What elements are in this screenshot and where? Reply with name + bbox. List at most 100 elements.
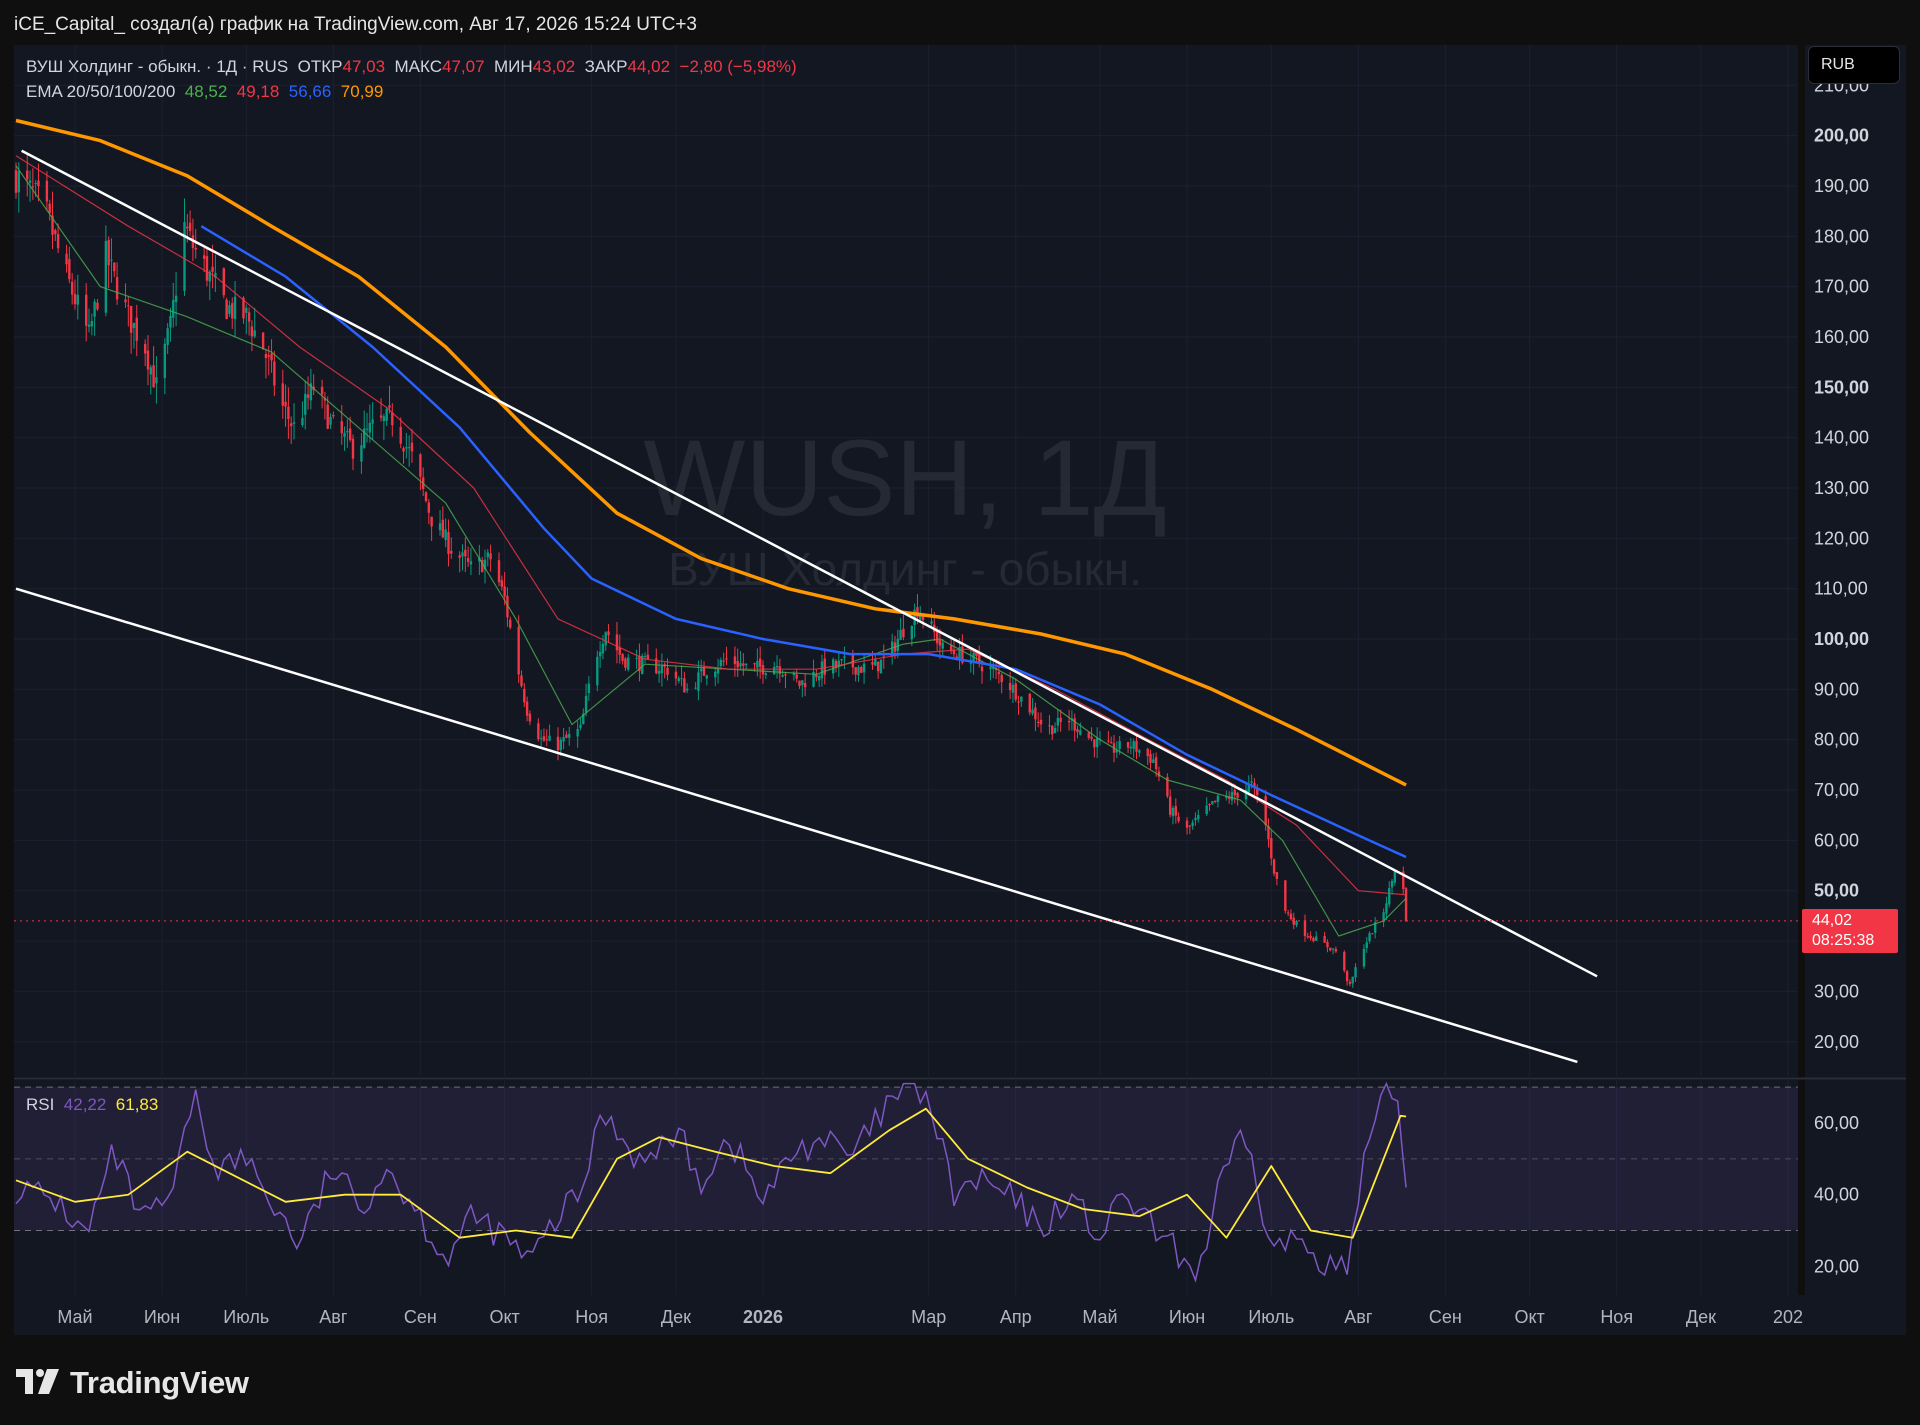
x-tick-label: Окт	[489, 1307, 519, 1327]
ema-line-ema200	[15, 118, 1407, 787]
candle-body	[1031, 709, 1034, 714]
candle-body	[1205, 805, 1208, 815]
candle-body	[509, 619, 512, 628]
candle-body	[70, 281, 74, 295]
candle-body	[523, 688, 526, 703]
candle-body	[163, 343, 167, 379]
ema-line-ema100	[200, 225, 1407, 859]
candle-body	[607, 631, 610, 636]
y-tick-label: 180,00	[1814, 226, 1869, 246]
candle-body	[1208, 803, 1211, 805]
candle-body	[739, 663, 742, 667]
candle-body	[107, 239, 110, 266]
y-tick-label: 190,00	[1814, 176, 1869, 196]
candle-body	[407, 447, 411, 449]
x-tick-label: Дек	[661, 1307, 691, 1327]
candle-body	[368, 422, 372, 433]
candle-body	[222, 268, 226, 296]
candle-body	[143, 343, 147, 354]
candle-body	[1135, 740, 1138, 752]
candle-body	[919, 615, 922, 620]
x-tick-label: Май	[57, 1307, 92, 1327]
candle-body	[840, 658, 843, 661]
candle-body	[1295, 921, 1298, 926]
y-tick-label: 50,00	[1814, 881, 1859, 901]
rsi-pane	[14, 1080, 1798, 1295]
candle-body	[756, 661, 759, 668]
x-tick-label: Май	[1082, 1307, 1117, 1327]
rsi-label[interactable]: RSI	[26, 1095, 55, 1114]
candle-body	[935, 631, 939, 644]
candle-body	[1286, 912, 1290, 914]
candle-body	[1368, 933, 1371, 942]
candle-body	[1373, 922, 1377, 933]
candle-body	[902, 628, 905, 638]
candle-body	[539, 738, 543, 740]
candle-body	[1174, 806, 1178, 816]
candle-body	[1244, 789, 1248, 800]
candle-body	[618, 648, 621, 655]
candle-body	[183, 221, 186, 291]
candle-body	[876, 661, 880, 672]
trendline	[21, 149, 1598, 978]
candle-body	[73, 294, 77, 305]
tradingview-logo-icon[interactable]	[16, 1367, 62, 1397]
ema-label[interactable]: EMA 20/50/100/200	[26, 82, 176, 101]
candle-body	[1191, 822, 1194, 827]
candle-body	[961, 646, 964, 663]
ema-line-ema20	[15, 165, 1407, 937]
candle-body	[489, 553, 492, 560]
candle-body	[1354, 967, 1357, 978]
candle-body	[480, 560, 484, 573]
candle-body	[626, 657, 630, 670]
y-tick-label: 170,00	[1814, 277, 1869, 297]
x-tick-label: Июль	[1248, 1307, 1294, 1327]
candle-body	[247, 312, 251, 322]
rsi-ma-value: 61,83	[115, 1095, 159, 1114]
y-tick-label: 100,00	[1814, 629, 1869, 649]
currency-button[interactable]: RUB	[1808, 46, 1900, 84]
candle-body	[1267, 825, 1270, 840]
candle-body	[775, 665, 779, 668]
price-legend: ВУШ Холдинг - обыкн. · 1Д · RUS ОТКР47,0…	[26, 54, 797, 104]
candle-body	[736, 660, 739, 668]
change-value: −2,80 (−5,98%)	[679, 57, 797, 76]
chart-svg[interactable]: Май Июн Июль Авг Сен Окт Ноя Дек 2026 Мар Апр Май Ию…	[0, 45, 1920, 1335]
candle-body	[326, 404, 329, 429]
rsi-y-tick-label: 40,00	[1814, 1185, 1859, 1205]
candle-body	[261, 332, 265, 350]
candle-body	[1039, 719, 1043, 725]
candle-body	[292, 422, 296, 424]
candle-body	[975, 652, 978, 656]
y-tick-label: 80,00	[1814, 730, 1859, 750]
candle-body	[1020, 696, 1023, 702]
candle-body	[857, 667, 860, 676]
symbol-label[interactable]: ВУШ Холдинг - обыкн. · 1Д · RUS	[26, 57, 289, 76]
candle-body	[1017, 701, 1020, 703]
candle-body	[1331, 948, 1335, 950]
candle-body	[1213, 800, 1217, 802]
candle-body	[28, 180, 32, 183]
candle-body	[1402, 871, 1405, 890]
candle-body	[910, 625, 914, 640]
candle-body	[1233, 790, 1236, 796]
chart-area[interactable]: Май Июн Июль Авг Сен Окт Ноя Дек 2026 Мар Апр Май Ию…	[0, 45, 1920, 1335]
candle-body	[1362, 948, 1366, 967]
candle-body	[1188, 825, 1192, 827]
candle-body	[820, 661, 824, 679]
brand-name[interactable]: TradingView	[70, 1365, 249, 1400]
ema20-value: 48,52	[184, 82, 228, 101]
candle-body	[860, 666, 863, 673]
candle-body	[1345, 971, 1349, 982]
candle-body	[1329, 947, 1332, 951]
candle-body	[879, 659, 883, 674]
candle-body	[576, 728, 579, 737]
candle-body	[1000, 674, 1003, 683]
candle-body	[1126, 742, 1130, 748]
candle-body	[1152, 759, 1155, 763]
candle-body	[1247, 784, 1251, 792]
candle-body	[1132, 741, 1135, 749]
candle-body	[155, 377, 158, 384]
rsi-y-tick-label: 20,00	[1814, 1256, 1859, 1276]
candle-body	[604, 632, 607, 646]
